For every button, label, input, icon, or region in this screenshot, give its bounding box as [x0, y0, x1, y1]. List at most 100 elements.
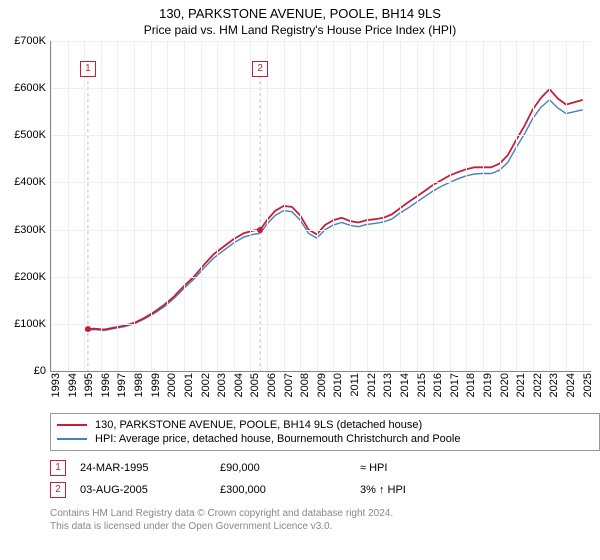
- x-tick-label: 2024: [565, 373, 577, 397]
- gridline-h: [51, 277, 591, 278]
- y-tick-label: £0: [34, 365, 46, 377]
- x-tick-label: 2005: [249, 373, 261, 397]
- x-tick-label: 2015: [416, 373, 428, 397]
- gridline-v: [234, 41, 235, 371]
- chart-title: 130, PARKSTONE AVENUE, POOLE, BH14 9LS: [0, 0, 600, 21]
- gridline-v: [201, 41, 202, 371]
- transaction-badge: 1: [50, 460, 66, 476]
- x-tick-label: 2021: [515, 373, 527, 397]
- x-tick-label: 2020: [499, 373, 511, 397]
- gridline-h: [51, 88, 591, 89]
- y-tick-label: £300K: [14, 224, 46, 236]
- gridline-v: [134, 41, 135, 371]
- x-tick-label: 2001: [183, 373, 195, 397]
- x-tick-label: 2010: [332, 373, 344, 397]
- chart-area: £0£100K£200K£300K£400K£500K£600K£700K 12: [50, 41, 590, 371]
- transaction-delta: 3% ↑ HPI: [360, 484, 500, 496]
- gridline-v: [333, 41, 334, 371]
- y-tick-label: £500K: [14, 129, 46, 141]
- gridline-v: [400, 41, 401, 371]
- legend-item: HPI: Average price, detached house, Bour…: [57, 432, 593, 446]
- legend-swatch: [57, 424, 87, 426]
- gridline-v: [284, 41, 285, 371]
- x-tick-label: 2023: [548, 373, 560, 397]
- marker-dot: [85, 326, 91, 332]
- legend-swatch: [57, 438, 87, 440]
- gridline-v: [533, 41, 534, 371]
- chart-subtitle: Price paid vs. HM Land Registry's House …: [0, 21, 600, 41]
- x-tick-label: 1998: [133, 373, 145, 397]
- x-tick-label: 2011: [349, 373, 361, 397]
- y-tick-label: £700K: [14, 35, 46, 47]
- gridline-h: [51, 135, 591, 136]
- x-tick-label: 2017: [449, 373, 461, 397]
- gridline-v: [317, 41, 318, 371]
- x-tick-label: 2019: [482, 373, 494, 397]
- x-tick-label: 2003: [216, 373, 228, 397]
- x-axis: 1993199419951996199719981999200020012002…: [50, 371, 590, 409]
- gridline-v: [350, 41, 351, 371]
- legend-item: 130, PARKSTONE AVENUE, POOLE, BH14 9LS (…: [57, 418, 593, 432]
- y-tick-label: £600K: [14, 82, 46, 94]
- x-tick-label: 2012: [366, 373, 378, 397]
- x-tick-label: 2013: [382, 373, 394, 397]
- y-tick-label: £400K: [14, 176, 46, 188]
- x-tick-label: 2004: [233, 373, 245, 397]
- x-tick-label: 2018: [465, 373, 477, 397]
- gridline-v: [101, 41, 102, 371]
- x-tick-label: 2025: [582, 373, 594, 397]
- x-tick-label: 2000: [166, 373, 178, 397]
- footer-attribution: Contains HM Land Registry data © Crown c…: [50, 507, 600, 533]
- y-tick-label: £100K: [14, 318, 46, 330]
- gridline-v: [84, 41, 85, 371]
- gridline-v: [267, 41, 268, 371]
- gridline-v: [217, 41, 218, 371]
- marker-dot: [257, 227, 263, 233]
- transaction-row: 124-MAR-1995£90,000≈ HPI: [50, 457, 600, 479]
- transactions-table: 124-MAR-1995£90,000≈ HPI203-AUG-2005£300…: [50, 457, 600, 501]
- gridline-v: [68, 41, 69, 371]
- x-tick-label: 2014: [399, 373, 411, 397]
- x-tick-label: 1995: [83, 373, 95, 397]
- gridline-v: [500, 41, 501, 371]
- gridline-v: [566, 41, 567, 371]
- gridline-v: [516, 41, 517, 371]
- x-tick-label: 2006: [266, 373, 278, 397]
- legend: 130, PARKSTONE AVENUE, POOLE, BH14 9LS (…: [50, 413, 600, 451]
- x-tick-label: 1999: [150, 373, 162, 397]
- footer-line: Contains HM Land Registry data © Crown c…: [50, 507, 600, 520]
- transaction-badge: 2: [50, 482, 66, 498]
- gridline-v: [167, 41, 168, 371]
- line-series: [51, 41, 591, 371]
- transaction-delta: ≈ HPI: [360, 462, 500, 474]
- gridline-v: [583, 41, 584, 371]
- gridline-v: [151, 41, 152, 371]
- gridline-v: [117, 41, 118, 371]
- x-tick-label: 2009: [316, 373, 328, 397]
- y-axis: £0£100K£200K£300K£400K£500K£600K£700K: [0, 41, 48, 371]
- gridline-v: [450, 41, 451, 371]
- gridline-h: [51, 182, 591, 183]
- y-tick-label: £200K: [14, 271, 46, 283]
- gridline-v: [250, 41, 251, 371]
- transaction-row: 203-AUG-2005£300,0003% ↑ HPI: [50, 479, 600, 501]
- gridline-v: [483, 41, 484, 371]
- gridline-v: [367, 41, 368, 371]
- x-tick-label: 2022: [532, 373, 544, 397]
- gridline-v: [184, 41, 185, 371]
- gridline-v: [300, 41, 301, 371]
- gridline-h: [51, 324, 591, 325]
- x-tick-label: 2007: [283, 373, 295, 397]
- x-tick-label: 1996: [100, 373, 112, 397]
- transaction-price: £90,000: [220, 462, 360, 474]
- gridline-v: [51, 41, 52, 371]
- gridline-v: [417, 41, 418, 371]
- x-tick-label: 1997: [116, 373, 128, 397]
- gridline-v: [383, 41, 384, 371]
- transaction-date: 03-AUG-2005: [80, 484, 220, 496]
- x-tick-label: 2002: [200, 373, 212, 397]
- gridline-v: [549, 41, 550, 371]
- footer-line: This data is licensed under the Open Gov…: [50, 520, 600, 533]
- gridline-v: [433, 41, 434, 371]
- marker-badge: 2: [252, 61, 268, 77]
